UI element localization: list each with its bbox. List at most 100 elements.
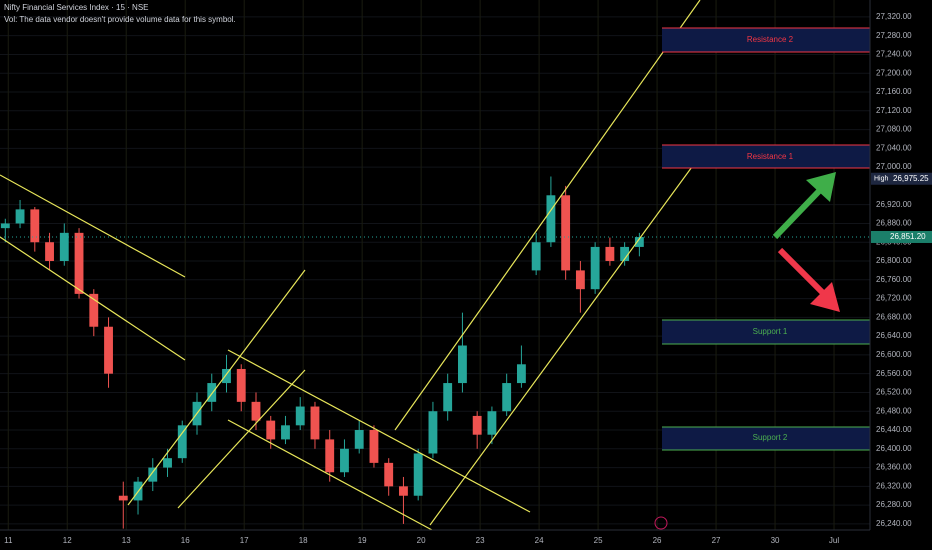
axes: 26,240.00 26,280.00 26,320.00 26,360.00 26,4…: [4, 12, 932, 545]
trend-line: [0, 236, 186, 361]
x-tick-label: 30: [771, 536, 780, 545]
chart-title: Nifty Financial Services Index · 15 · NS…: [4, 3, 149, 12]
candle-body: [59, 232, 69, 262]
candle-body: [89, 293, 99, 327]
up-arrow: [772, 185, 825, 240]
down-arrow-head: [810, 282, 840, 312]
zone: [662, 427, 878, 450]
y-tick-label: 27,120.00: [876, 106, 912, 115]
y-tick-label: 26,520.00: [876, 388, 912, 397]
y-tick-label: 27,000.00: [876, 162, 912, 171]
y-tick-label: 26,680.00: [876, 312, 912, 321]
y-tick-label: 26,760.00: [876, 275, 912, 284]
arrows: [772, 172, 840, 312]
candle-body: [369, 430, 379, 463]
candle-body: [575, 270, 585, 290]
x-tick-label: 25: [594, 536, 603, 545]
high-label: 26,975.25: [893, 174, 929, 183]
candle-body: [0, 223, 10, 229]
candle-body: [45, 242, 54, 262]
high-box: [871, 172, 932, 185]
y-tick-label: 27,240.00: [876, 50, 912, 59]
y-tick-label: 26,880.00: [876, 219, 912, 228]
candle-body: [354, 430, 364, 449]
last-price-box: [871, 230, 932, 243]
x-tick-label: 12: [63, 536, 72, 545]
y-tick-label: 26,240.00: [876, 519, 912, 528]
y-tick-label: 26,280.00: [876, 500, 912, 509]
candle-body: [634, 237, 644, 247]
y-tick-label: 26,480.00: [876, 406, 912, 415]
candle-body: [295, 406, 305, 426]
x-tick-label: 27: [712, 536, 721, 545]
y-tick-label: 27,160.00: [876, 87, 912, 96]
x-tick-label: Jul: [829, 536, 839, 545]
candle-body: [325, 439, 335, 473]
candle-body: [546, 195, 556, 243]
y-tick-label: 26,800.00: [876, 256, 912, 265]
y-tick-label: 26,360.00: [876, 463, 912, 472]
y-tick-label: 26,720.00: [876, 294, 912, 303]
x-tick-label: 19: [358, 536, 367, 545]
trend-line: [177, 369, 306, 509]
zone: [662, 28, 878, 52]
trend-line: [429, 144, 709, 526]
x-tick-label: 20: [417, 536, 426, 545]
trend-line: [227, 349, 531, 513]
trend-lines: [0, 0, 709, 531]
high-name: High: [874, 176, 889, 183]
candle-body: [222, 368, 231, 384]
candle-body: [516, 364, 526, 384]
y-tick-label: 26,600.00: [876, 350, 912, 359]
candle-body: [531, 242, 541, 271]
zone: [662, 320, 878, 344]
y-tick-label: 26,440.00: [876, 425, 912, 434]
x-tick-label: 16: [181, 536, 190, 545]
candle-body: [30, 209, 40, 243]
y-tick-label: 27,320.00: [876, 12, 912, 21]
x-tick-label: 13: [122, 536, 131, 545]
price-axis: [870, 0, 932, 550]
zone: [662, 145, 878, 168]
y-tick-label: 26,320.00: [876, 481, 912, 490]
candle-body: [605, 246, 615, 262]
candle-body: [620, 246, 630, 262]
y-tick-label: 26,400.00: [876, 444, 912, 453]
zone-label: Support 2: [753, 433, 788, 442]
y-tick-label: 27,280.00: [876, 31, 912, 40]
zone-label: Resistance 2: [747, 35, 794, 44]
candle-body: [266, 420, 276, 440]
y-tick-label: 26,560.00: [876, 369, 912, 378]
candle-body: [443, 383, 453, 412]
zone-label: Support 1: [753, 327, 788, 336]
candle-body: [177, 425, 187, 459]
trend-line: [0, 174, 186, 278]
candle-body: [413, 453, 423, 496]
candle-body: [458, 345, 467, 384]
event-icon[interactable]: [654, 516, 668, 530]
y-tick-label: 26,920.00: [876, 200, 912, 209]
last-price-label: 26,851.20: [890, 232, 926, 241]
y-tick-label: 26,640.00: [876, 331, 912, 340]
trend-line: [127, 269, 306, 506]
candles: [0, 176, 870, 529]
candle-body: [384, 462, 394, 487]
candle-body: [15, 209, 25, 224]
candle-body: [487, 411, 497, 435]
y-tick-label: 27,040.00: [876, 143, 912, 152]
trend-line: [227, 419, 433, 531]
zone-label: Resistance 1: [747, 152, 794, 161]
candle-body: [310, 406, 320, 440]
candle-body: [118, 495, 128, 501]
zones: Resistance 2 Resistance 1 Support 1 Supp…: [662, 27, 878, 451]
candle-body: [74, 232, 84, 294]
x-tick-label: 18: [299, 536, 308, 545]
candle-body: [399, 486, 408, 496]
candle-body: [502, 383, 512, 412]
x-tick-label: 24: [535, 536, 544, 545]
candle-body: [236, 368, 246, 402]
candle-body: [148, 467, 158, 482]
candle-body: [281, 425, 290, 440]
